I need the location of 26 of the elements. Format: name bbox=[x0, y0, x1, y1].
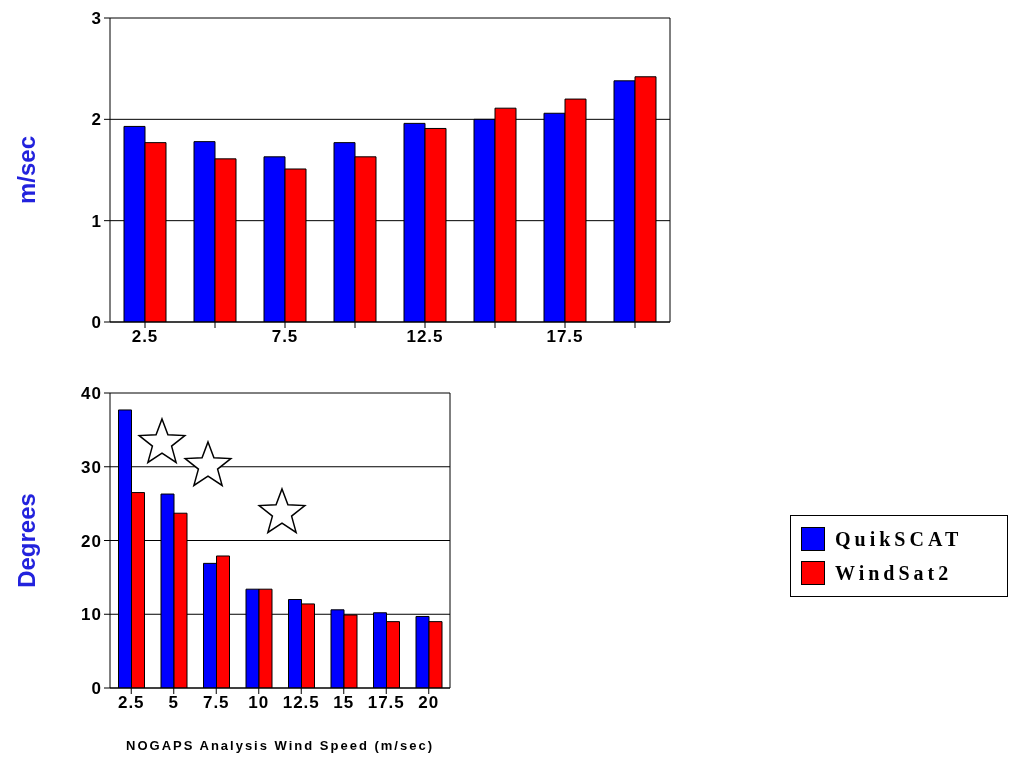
y-tick-label: 1 bbox=[91, 211, 102, 231]
y-axis-title: m/sec bbox=[12, 135, 40, 205]
y-tick-label: 30 bbox=[81, 457, 102, 477]
x-tick-label: 12.5 bbox=[282, 693, 320, 713]
x-tick-label: 15 bbox=[333, 693, 355, 713]
x-tick-label: 12.5 bbox=[406, 327, 444, 347]
legend-label: QuikSCAT bbox=[835, 527, 963, 551]
y-axis-title: Degrees bbox=[12, 493, 40, 588]
legend-label: WindSat2 bbox=[835, 561, 953, 585]
x-tick-label: 7.5 bbox=[271, 327, 299, 347]
y-tick-label: 3 bbox=[91, 9, 102, 29]
y-tick-label: 0 bbox=[91, 679, 102, 699]
y-tick-label: 20 bbox=[81, 531, 102, 551]
x-tick-label: 2.5 bbox=[131, 327, 159, 347]
x-tick-label: 5 bbox=[168, 693, 179, 713]
y-tick-label: 0 bbox=[91, 313, 102, 333]
x-tick-label: 17.5 bbox=[367, 693, 405, 713]
x-tick-label: 10 bbox=[248, 693, 270, 713]
y-tick-label: 10 bbox=[81, 605, 102, 625]
x-axis-title: NOGAPS Analysis Wind Speed (m/sec) bbox=[126, 738, 434, 753]
x-tick-label: 2.5 bbox=[117, 693, 145, 713]
x-tick-label: 17.5 bbox=[546, 327, 584, 347]
y-tick-label: 2 bbox=[91, 110, 102, 130]
x-tick-label: 7.5 bbox=[202, 693, 230, 713]
x-tick-label: 20 bbox=[418, 693, 440, 713]
y-tick-label: 40 bbox=[81, 384, 102, 404]
